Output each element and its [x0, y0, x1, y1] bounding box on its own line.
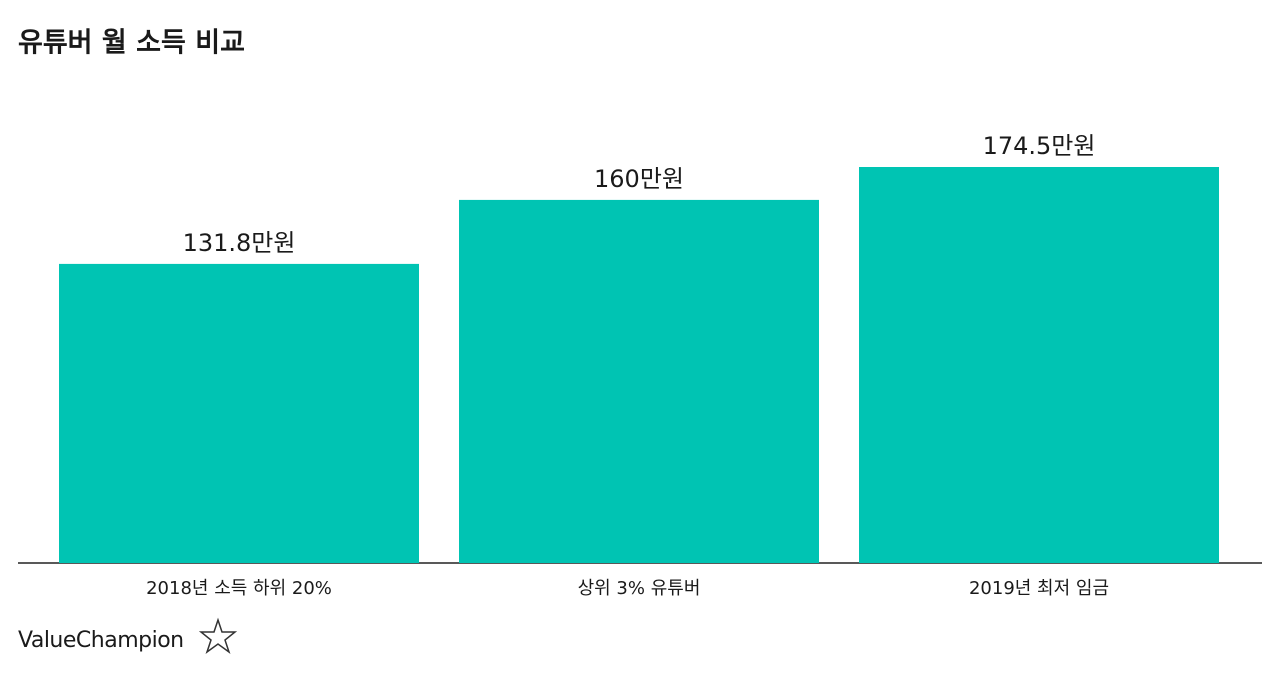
x-tick-label: 상위 3% 유튜버	[578, 578, 701, 599]
bar	[59, 263, 419, 563]
brand-logo: ValueChampion	[18, 628, 184, 653]
value-label: 174.5만원	[983, 132, 1096, 160]
bar	[459, 199, 819, 563]
bar	[859, 167, 1219, 563]
x-tick-label: 2018년 소득 하위 20%	[146, 578, 332, 599]
value-label: 160만원	[594, 165, 684, 193]
chart-title: 유튜버 월 소득 비교	[18, 28, 245, 59]
value-label: 131.8만원	[183, 229, 296, 257]
x-tick-label: 2019년 최저 임금	[969, 578, 1109, 599]
logo-star	[198, 617, 238, 654]
